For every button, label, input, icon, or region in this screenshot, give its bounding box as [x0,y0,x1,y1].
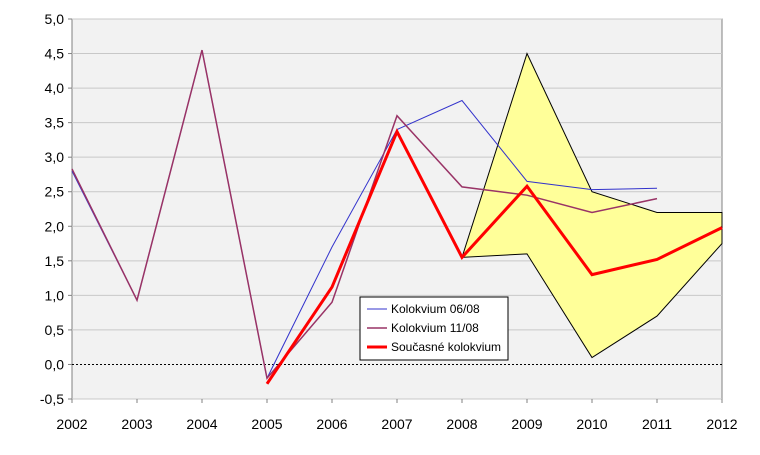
x-tick-label: 2009 [511,416,542,432]
legend-label: Kolokvium 06/08 [391,302,480,316]
x-tick-label: 2011 [642,416,672,432]
legend-label: Kolokvium 11/08 [391,321,479,335]
legend-label: Současné kolokvium [391,340,501,354]
y-tick-label: 4,0 [45,80,65,96]
x-tick-label: 2010 [576,416,607,432]
x-tick-label: 2004 [186,416,217,432]
x-tick-label: 2012 [706,416,737,432]
x-tick-label: 2005 [251,416,282,432]
y-tick-label: 3,0 [45,149,65,165]
y-tick-label: 0,0 [45,356,65,372]
y-tick-label: -0,5 [40,391,64,407]
y-tick-label: 4,5 [45,46,65,62]
x-tick-label: 2007 [381,416,412,432]
x-tick-label: 2006 [316,416,347,432]
y-tick-label: 1,5 [45,253,65,269]
y-tick-label: 3,5 [45,115,65,131]
y-tick-label: 2,0 [45,218,65,234]
series-soucasne-kolokvium-line [265,128,723,385]
x-tick-label: 2003 [121,416,152,432]
y-tick-label: 5,0 [45,11,65,27]
y-tick-label: 0,5 [45,322,65,338]
y-tick-label: 1,0 [45,287,65,303]
x-tick-label: 2008 [446,416,477,432]
y-tick-label: 2,5 [45,184,65,200]
x-tick-label: 2002 [56,416,87,432]
